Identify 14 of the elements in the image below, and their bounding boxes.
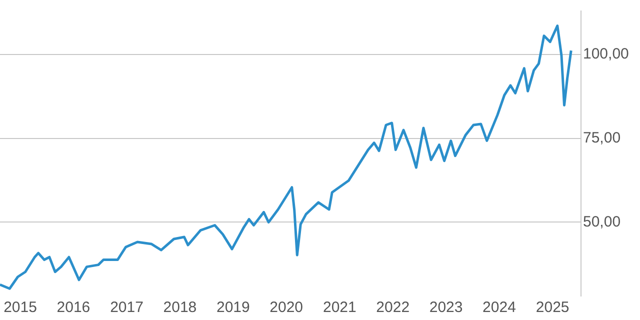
x-tick-label: 2022 <box>376 299 410 316</box>
x-tick-label: 2017 <box>110 299 144 316</box>
x-tick-label: 2023 <box>429 299 463 316</box>
y-tick-label: 50,00 <box>583 213 621 230</box>
y-tick-label: 100,00 <box>583 46 629 63</box>
x-tick-label: 2020 <box>270 299 304 316</box>
x-tick-label: 2024 <box>482 299 516 316</box>
x-tick-label: 2015 <box>4 299 37 316</box>
x-tick-label: 2021 <box>322 299 356 316</box>
x-tick-label: 2016 <box>56 299 90 316</box>
x-tick-label: 2019 <box>216 299 250 316</box>
x-tick-label: 2018 <box>163 299 197 316</box>
y-tick-label: 75,00 <box>583 130 621 147</box>
x-tick-label: 2025 <box>536 299 570 316</box>
